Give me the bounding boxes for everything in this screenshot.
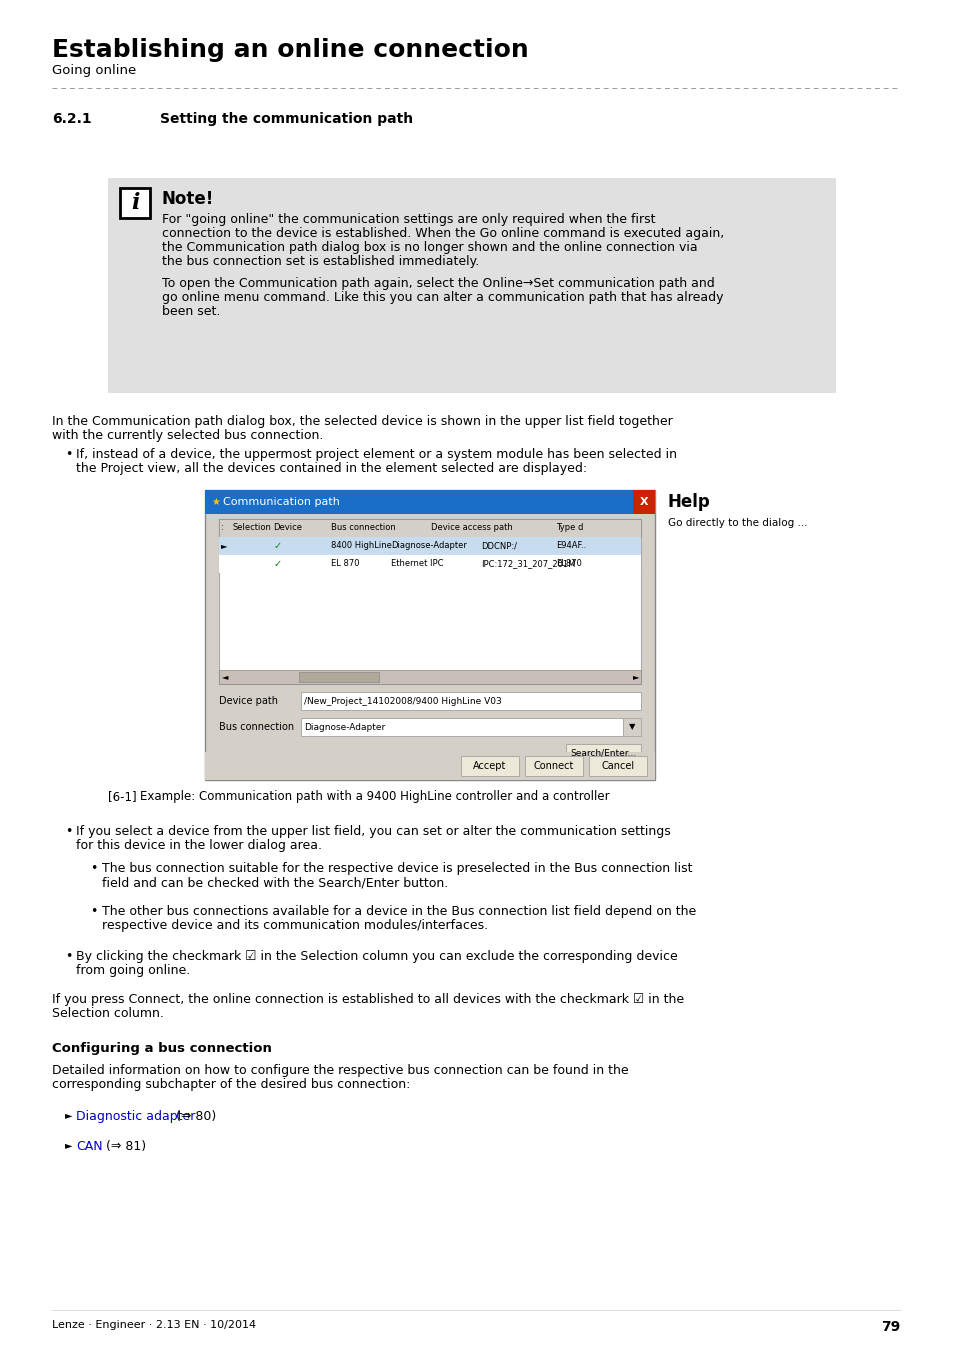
Text: If you press Connect, the online connection is established to all devices with t: If you press Connect, the online connect… — [52, 994, 683, 1006]
Text: Device path: Device path — [219, 697, 277, 706]
Text: ►: ► — [221, 541, 227, 551]
Text: Configuring a bus connection: Configuring a bus connection — [52, 1042, 272, 1054]
Text: Type d: Type d — [556, 524, 583, 532]
Text: the bus connection set is established immediately.: the bus connection set is established im… — [162, 255, 478, 269]
Text: (⇒ 81): (⇒ 81) — [106, 1139, 146, 1153]
Text: •: • — [65, 950, 72, 963]
Text: If, instead of a device, the uppermost project element or a system module has be: If, instead of a device, the uppermost p… — [76, 448, 677, 460]
Text: Lenze · Engineer · 2.13 EN · 10/2014: Lenze · Engineer · 2.13 EN · 10/2014 — [52, 1320, 255, 1330]
Text: Bus connection: Bus connection — [331, 524, 395, 532]
Text: •: • — [65, 448, 72, 460]
Text: with the currently selected bus connection.: with the currently selected bus connecti… — [52, 429, 323, 441]
Text: (⇒ 80): (⇒ 80) — [175, 1110, 216, 1123]
Text: /New_Project_14102008/9400 HighLine V03: /New_Project_14102008/9400 HighLine V03 — [304, 697, 501, 706]
Text: Establishing an online connection: Establishing an online connection — [52, 38, 528, 62]
Text: EL 870: EL 870 — [331, 559, 359, 568]
Text: •: • — [65, 825, 72, 838]
Text: Help: Help — [667, 493, 710, 512]
Bar — [219, 670, 640, 684]
Text: Example: Communication path with a 9400 HighLine controller and a controller: Example: Communication path with a 9400 … — [140, 790, 609, 803]
Text: ◄: ◄ — [222, 672, 229, 682]
Bar — [108, 178, 835, 393]
Bar — [205, 490, 655, 514]
Text: By clicking the checkmark ☑ in the Selection column you can exclude the correspo: By clicking the checkmark ☑ in the Selec… — [76, 950, 677, 963]
Bar — [565, 744, 640, 761]
Bar — [622, 718, 640, 736]
Text: go online menu command. Like this you can alter a communication path that has al: go online menu command. Like this you ca… — [162, 292, 722, 304]
Text: Selection: Selection — [233, 524, 272, 532]
Text: The bus connection suitable for the respective device is preselected in the Bus : The bus connection suitable for the resp… — [102, 863, 692, 875]
Text: The other bus connections available for a device in the Bus connection list fiel: The other bus connections available for … — [102, 904, 696, 918]
Text: Ethernet IPC: Ethernet IPC — [391, 559, 443, 568]
Text: Detailed information on how to configure the respective bus connection can be fo: Detailed information on how to configure… — [52, 1064, 628, 1077]
Text: for this device in the lower dialog area.: for this device in the lower dialog area… — [76, 838, 322, 852]
Text: Accept: Accept — [473, 761, 506, 771]
Text: EL870: EL870 — [556, 559, 581, 568]
Bar — [301, 693, 640, 710]
Text: Search/Enter...: Search/Enter... — [570, 748, 636, 757]
Text: Going online: Going online — [52, 63, 136, 77]
Text: •: • — [90, 863, 97, 875]
Text: Diagnose-Adapter: Diagnose-Adapter — [391, 541, 466, 551]
Text: from going online.: from going online. — [76, 964, 190, 977]
Text: :: : — [221, 524, 224, 532]
Bar — [524, 756, 582, 776]
Text: Connect: Connect — [534, 761, 574, 771]
Text: ►: ► — [633, 672, 639, 682]
Text: 8400 HighLine..: 8400 HighLine.. — [331, 541, 396, 551]
Text: corresponding subchapter of the desired bus connection:: corresponding subchapter of the desired … — [52, 1079, 410, 1091]
Text: ▼: ▼ — [628, 722, 635, 732]
Text: the Communication path dialog box is no longer shown and the online connection v: the Communication path dialog box is no … — [162, 242, 697, 254]
Text: Communication path: Communication path — [223, 497, 339, 508]
Bar — [205, 752, 655, 780]
Text: ✓: ✓ — [274, 541, 282, 551]
Bar — [120, 188, 150, 217]
Text: the Project view, all the devices contained in the element selected are displaye: the Project view, all the devices contai… — [76, 462, 586, 475]
Text: Setting the communication path: Setting the communication path — [160, 112, 413, 126]
Text: X: X — [639, 497, 648, 508]
Text: To open the Communication path again, select the Online→Set communication path a: To open the Communication path again, se… — [162, 277, 714, 290]
Text: ►: ► — [65, 1139, 72, 1150]
Bar — [460, 756, 518, 776]
Bar — [219, 555, 640, 572]
Text: respective device and its communication modules/interfaces.: respective device and its communication … — [102, 919, 488, 931]
Text: been set.: been set. — [162, 305, 220, 319]
Text: Note!: Note! — [162, 190, 214, 208]
Text: Cancel: Cancel — [600, 761, 634, 771]
Text: Diagnose-Adapter: Diagnose-Adapter — [304, 722, 385, 732]
Text: For "going online" the communication settings are only required when the first: For "going online" the communication set… — [162, 213, 655, 225]
Text: E94AF..: E94AF.. — [556, 541, 586, 551]
Text: ►: ► — [65, 1110, 72, 1120]
Text: field and can be checked with the Search/Enter button.: field and can be checked with the Search… — [102, 876, 448, 890]
Text: If you select a device from the upper list field, you can set or alter the commu: If you select a device from the upper li… — [76, 825, 670, 838]
Text: ✓: ✓ — [274, 559, 282, 568]
Text: i: i — [131, 192, 139, 215]
Text: 6.2.1: 6.2.1 — [52, 112, 91, 126]
Text: IPC:172_31_207_201M: IPC:172_31_207_201M — [480, 559, 575, 568]
Text: Diagnostic adapter: Diagnostic adapter — [76, 1110, 195, 1123]
Bar — [298, 672, 378, 682]
Text: DDCNP:/: DDCNP:/ — [480, 541, 517, 551]
Text: [6-1]: [6-1] — [108, 790, 136, 803]
Bar — [633, 490, 655, 514]
Bar — [205, 490, 655, 780]
Text: In the Communication path dialog box, the selected device is shown in the upper : In the Communication path dialog box, th… — [52, 414, 672, 428]
Text: Bus connection: Bus connection — [219, 722, 294, 732]
Bar — [301, 718, 622, 736]
Text: Go directly to the dialog ...: Go directly to the dialog ... — [667, 518, 807, 528]
Bar — [219, 537, 640, 555]
Bar — [219, 518, 640, 684]
Text: Device: Device — [273, 524, 302, 532]
Bar — [588, 756, 646, 776]
Text: 79: 79 — [880, 1320, 899, 1334]
Text: Selection column.: Selection column. — [52, 1007, 164, 1021]
Text: connection to the device is established. When the Go online command is executed : connection to the device is established.… — [162, 227, 723, 240]
Text: Device access path: Device access path — [431, 524, 512, 532]
Bar — [219, 518, 640, 537]
Text: •: • — [90, 904, 97, 918]
Text: CAN: CAN — [76, 1139, 103, 1153]
Text: ★: ★ — [211, 497, 219, 508]
